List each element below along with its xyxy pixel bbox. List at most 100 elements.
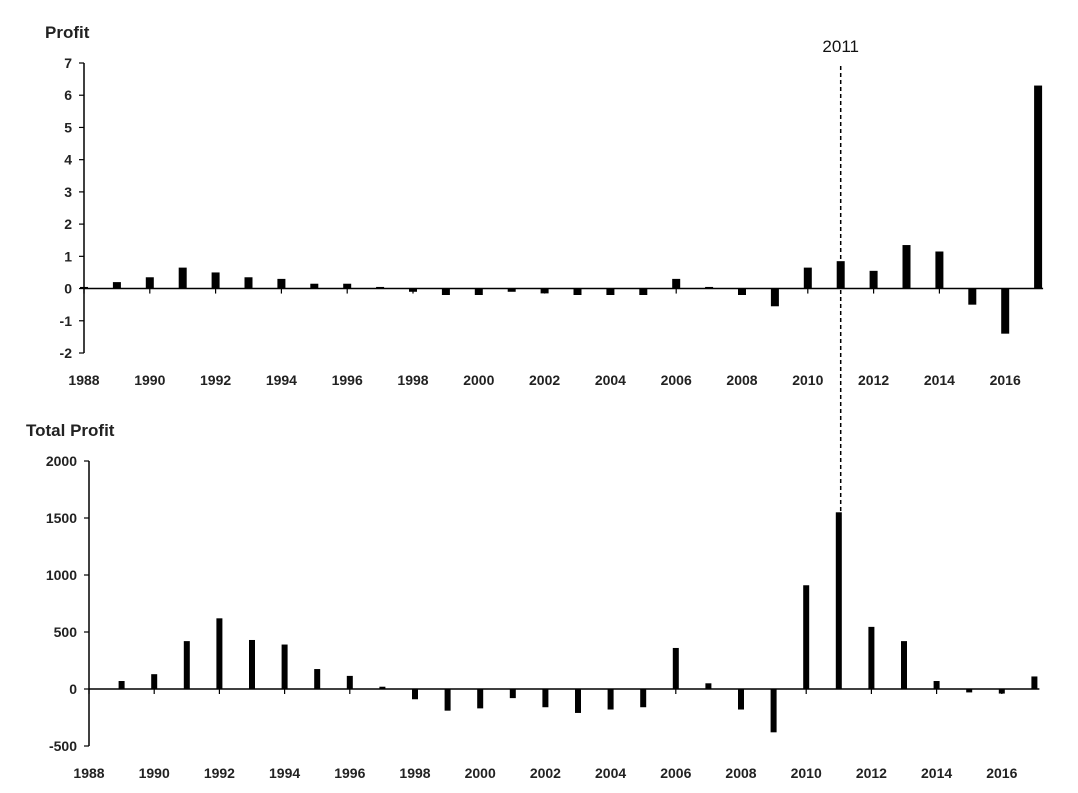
bar [80, 286, 88, 289]
y-tick-label: -1 [60, 313, 73, 329]
y-axis-label-profit: Profit [45, 23, 90, 42]
x-tick-label: 2016 [990, 372, 1021, 388]
profit-bars [80, 85, 1043, 334]
bar [542, 689, 549, 708]
y-tick-label: 3 [64, 184, 72, 200]
bar [412, 689, 418, 700]
total-profit-y-ticks: -500 0 500 1000 1500 2000 [46, 453, 89, 754]
y-tick-label: 5 [64, 119, 72, 135]
bar [575, 689, 581, 713]
y-tick-label: 2 [64, 216, 72, 232]
total-profit-x-ticks: 1988 1990 1992 1994 1996 1998 2000 2002 2004 2006… [73, 689, 1018, 781]
y-tick-label: 0 [69, 681, 77, 697]
bar [672, 278, 681, 289]
x-tick-label: 2014 [921, 765, 952, 781]
bar [507, 288, 516, 292]
bar [216, 618, 223, 689]
x-tick-label: 1994 [269, 765, 300, 781]
x-tick-label: 2002 [530, 765, 561, 781]
x-tick-label: 2008 [725, 765, 756, 781]
bar [672, 647, 679, 689]
bar [836, 261, 845, 289]
bar [705, 683, 712, 689]
y-tick-label: 1000 [46, 567, 77, 583]
x-tick-label: 1998 [397, 372, 428, 388]
x-tick-label: 2010 [792, 372, 823, 388]
profit-x-ticks: 1988 1990 1992 1994 1996 1998 2000 2002 2004 2006… [68, 288, 1021, 388]
bar [968, 288, 977, 305]
bar [607, 689, 614, 710]
x-tick-label: 2014 [924, 372, 955, 388]
x-tick-label: 1988 [73, 765, 104, 781]
bar [477, 689, 484, 709]
x-tick-label: 1992 [204, 765, 235, 781]
bar [441, 288, 450, 295]
y-tick-label: 0 [64, 281, 72, 297]
bar [211, 272, 220, 289]
x-tick-label: 2010 [791, 765, 822, 781]
bar [640, 689, 647, 708]
bar [444, 689, 451, 711]
bar [151, 674, 158, 689]
marker-label: 2011 [822, 37, 859, 56]
y-tick-label: 4 [64, 152, 72, 168]
bar [705, 286, 714, 289]
bar [244, 277, 253, 289]
x-tick-label: 1996 [332, 372, 363, 388]
bar [770, 689, 777, 733]
bar [314, 669, 321, 689]
y-tick-label: 7 [64, 55, 72, 71]
bar [1001, 288, 1010, 334]
profit-y-ticks: -2 -1 0 1 2 3 4 5 6 7 [60, 55, 84, 361]
profit-axes [83, 63, 1044, 353]
bar [112, 282, 121, 289]
bar [738, 689, 744, 710]
x-tick-label: 1990 [139, 765, 170, 781]
x-tick-label: 1988 [68, 372, 99, 388]
x-tick-label: 1992 [200, 372, 231, 388]
x-tick-label: 2008 [726, 372, 757, 388]
bar [346, 675, 353, 689]
bar [935, 251, 944, 289]
y-tick-label: 1 [64, 248, 72, 264]
bar [281, 644, 288, 689]
bar [835, 512, 842, 689]
total-profit-axes [88, 461, 1040, 746]
bar [902, 245, 911, 289]
bar [379, 686, 386, 689]
x-tick-label: 1998 [399, 765, 430, 781]
x-tick-label: 2006 [661, 372, 692, 388]
x-tick-label: 2000 [463, 372, 494, 388]
x-tick-label: 2004 [595, 372, 626, 388]
bar [183, 641, 190, 689]
bar [145, 277, 154, 289]
bar [966, 689, 973, 693]
x-tick-label: 2012 [858, 372, 889, 388]
x-tick-label: 1996 [334, 765, 365, 781]
y-tick-label: 2000 [46, 453, 77, 469]
y-tick-label: -500 [49, 738, 77, 754]
bar [901, 641, 907, 689]
x-tick-label: 1990 [134, 372, 165, 388]
bar [933, 681, 940, 689]
bar [310, 283, 319, 289]
y-tick-label: -2 [60, 345, 73, 361]
profit-panel: Profit -2 -1 0 1 2 3 4 5 6 7 1988 1990 1992 1994 1996… [45, 23, 1044, 388]
bar [803, 267, 812, 289]
bar [1034, 85, 1043, 289]
bar [118, 681, 125, 689]
x-tick-label: 2002 [529, 372, 560, 388]
x-tick-label: 2012 [856, 765, 887, 781]
bar [178, 267, 187, 289]
bar [868, 626, 875, 689]
bar [343, 283, 352, 289]
y-tick-label: 6 [64, 87, 72, 103]
bar [770, 288, 779, 307]
bar [376, 286, 385, 289]
bar [573, 288, 582, 295]
x-tick-label: 1994 [266, 372, 297, 388]
y-tick-label: 500 [54, 624, 78, 640]
bar [869, 270, 878, 289]
x-tick-label: 2004 [595, 765, 626, 781]
